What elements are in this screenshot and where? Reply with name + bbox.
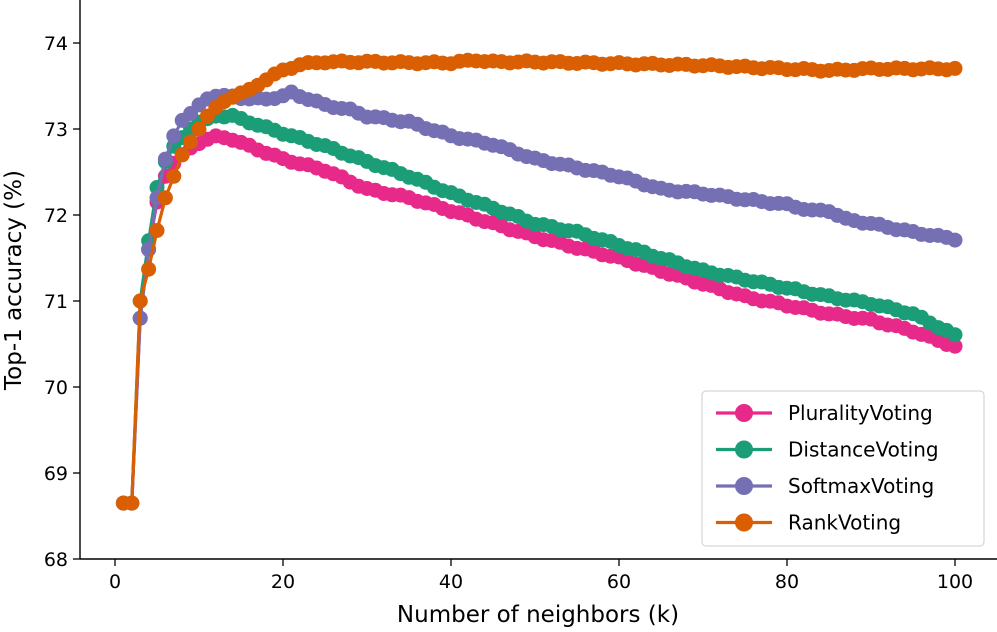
- x-tick-label: 0: [109, 571, 121, 593]
- legend-marker: [735, 404, 753, 422]
- data-point: [166, 128, 182, 144]
- axes-layer: [79, 0, 997, 560]
- data-point: [947, 338, 963, 354]
- data-point: [174, 147, 190, 163]
- legend-item: RankVoting: [716, 511, 901, 535]
- x-tick-label: 40: [439, 571, 463, 593]
- legend-label: RankVoting: [788, 511, 901, 535]
- series-SoftmaxVoting: [115, 84, 963, 511]
- legend-box: [701, 390, 985, 547]
- data-point: [141, 261, 157, 277]
- data-point: [947, 327, 963, 343]
- data-point: [183, 134, 199, 150]
- data-point: [124, 495, 140, 511]
- x-tick-label: 60: [607, 571, 631, 593]
- data-point: [191, 121, 207, 137]
- data-point: [166, 168, 182, 184]
- data-point: [947, 232, 963, 248]
- x-tick-label: 80: [775, 571, 799, 593]
- series-layer: [115, 52, 963, 511]
- legend-item: PluralityVoting: [716, 401, 933, 425]
- legend-item: SoftmaxVoting: [716, 474, 934, 498]
- y-tick-label: 74: [44, 33, 68, 55]
- series-RankVoting: [115, 52, 963, 511]
- ticks-layer: 0 20 40 60 80 100 68 69 70 71 72 73 74: [44, 33, 973, 593]
- data-point: [157, 151, 173, 167]
- data-point: [157, 190, 173, 206]
- legend-marker: [735, 513, 753, 532]
- y-tick-label: 72: [44, 205, 68, 227]
- y-axis-label: Top-1 accuracy (%): [1, 170, 27, 391]
- data-point: [947, 60, 963, 76]
- y-tick-label: 70: [44, 377, 68, 399]
- data-point: [132, 293, 148, 309]
- legend-item: DistanceVoting: [716, 438, 939, 462]
- legend-marker: [735, 477, 753, 495]
- legend-label: PluralityVoting: [788, 401, 933, 425]
- x-tick-label: 100: [937, 571, 973, 593]
- legend-label: SoftmaxVoting: [788, 474, 934, 498]
- y-tick-label: 68: [44, 549, 68, 571]
- y-tick-label: 69: [44, 463, 68, 485]
- legend-label: DistanceVoting: [788, 438, 939, 462]
- y-tick-label: 73: [44, 119, 68, 141]
- y-tick-label: 71: [44, 291, 68, 313]
- legend-marker: [735, 440, 753, 459]
- data-point: [149, 223, 165, 238]
- x-axis-label: Number of neighbors (k): [397, 602, 679, 628]
- legend: PluralityVoting DistanceVoting SoftmaxVoti…: [701, 390, 985, 547]
- x-tick-label: 20: [271, 571, 295, 593]
